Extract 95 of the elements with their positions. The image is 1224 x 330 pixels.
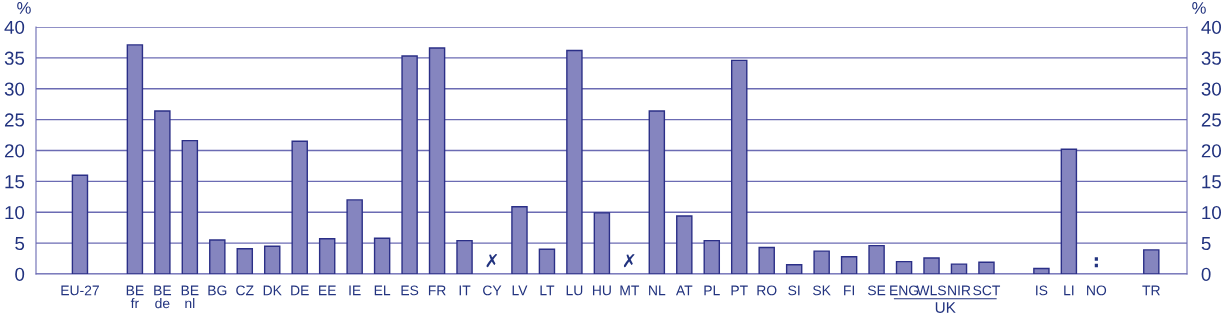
x-tick-label: SK (813, 285, 831, 296)
bar (291, 140, 308, 274)
y2-tick-label: 30 (1201, 82, 1222, 96)
x-tick-label: NL (649, 285, 666, 296)
bar (126, 44, 144, 274)
bar (538, 248, 556, 274)
x-tick-label: IS (1036, 285, 1048, 296)
x-tick-label: LT (540, 285, 555, 296)
bar (648, 110, 666, 274)
x-tick-label: WLS (916, 285, 946, 296)
x-tick-label: SI (788, 285, 800, 296)
x-tick-label: BE de (154, 285, 172, 309)
x-tick-label: CZ (236, 285, 254, 296)
x-tick-label: TR (1142, 285, 1160, 296)
x-tick-label: IE (349, 285, 361, 296)
y2-tick-label: 35 (1201, 51, 1221, 65)
text: UK (935, 302, 956, 314)
bar (318, 238, 336, 274)
x-tick-label: ES (401, 285, 419, 296)
bar (181, 139, 199, 274)
bar (511, 205, 528, 274)
bar (813, 250, 830, 274)
bar (401, 55, 418, 274)
x-tick-label: PT (731, 285, 748, 296)
x-tick-label: HU (592, 285, 611, 296)
y2-tick-label: 5 (1201, 237, 1211, 251)
x-tick-label: EL (374, 285, 391, 296)
bar (1060, 148, 1078, 274)
bar (428, 47, 446, 274)
x-tick-label: NIR (948, 285, 971, 296)
y-tick-label: 35 (4, 51, 25, 65)
x-tick-label: BE fr (126, 285, 144, 309)
bar (456, 239, 473, 274)
bar (1033, 267, 1050, 274)
y-tick-label: 15 (5, 175, 25, 189)
y-tick-label: 10 (5, 205, 25, 220)
x-tick-label: PL (704, 285, 720, 296)
bar (154, 110, 171, 274)
y2-tick-label: 0 (1201, 267, 1211, 281)
x-tick-label: IT (459, 285, 471, 296)
bar (895, 260, 913, 274)
text: ✗ (486, 253, 498, 268)
x-tick-label: SE (867, 285, 886, 296)
bar (703, 239, 721, 274)
x-tick-label: LV (512, 285, 528, 296)
y-tick-label: 40 (4, 20, 25, 34)
bar (978, 261, 995, 274)
bar (373, 237, 391, 274)
x-tick-label: FR (428, 285, 446, 296)
x-tick-label: ENG (890, 285, 919, 296)
y-tick-label: 20 (4, 144, 25, 158)
y2-tick-label: 20 (1201, 144, 1222, 158)
x-tick-label: DE (291, 285, 309, 296)
x-tick-label: BE nl (181, 285, 199, 309)
y-tick-label: 0 (15, 267, 25, 281)
y-tick-label: 30 (4, 82, 25, 96)
bar (346, 199, 363, 274)
bar (730, 59, 748, 274)
bar (868, 244, 885, 274)
bar (593, 212, 611, 274)
x-tick-label: EU-27 (61, 285, 99, 296)
y-tick-label: 5 (15, 237, 25, 251)
bar (758, 246, 775, 274)
bar (923, 257, 940, 274)
bar (676, 215, 693, 274)
text: ✗ (623, 253, 635, 268)
bar (785, 264, 803, 274)
x-tick-label: LI (1064, 285, 1074, 296)
x-tick-label: AT (675, 285, 693, 296)
x-tick-label: DK (263, 285, 282, 296)
x-tick-label: EE (319, 285, 336, 296)
y2-tick-label: 25 (1201, 113, 1221, 127)
bar (71, 174, 89, 274)
bar (950, 263, 968, 274)
y2-tick-label: 10 (1202, 205, 1222, 220)
x-tick-label: CY (483, 285, 502, 296)
x-tick-label: NO (1087, 285, 1107, 296)
x-tick-label: SCT (973, 285, 1001, 296)
y2-tick-label: 15 (1202, 175, 1221, 189)
x-tick-label: BG (208, 285, 227, 296)
x-tick-label: FI (844, 285, 855, 296)
y2-axis-title: % (1192, 2, 1206, 14)
bar (263, 245, 281, 274)
x-tick-label: RO (757, 285, 777, 296)
y2-tick-label: 40 (1201, 20, 1222, 34)
x-tick-label: MT (620, 285, 640, 296)
bar (236, 247, 254, 274)
bar (566, 49, 583, 274)
bar (1143, 249, 1160, 274)
y-tick-label: 25 (4, 113, 25, 127)
y-axis-title: % (17, 2, 31, 14)
x-tick-label: LU (566, 285, 583, 296)
text: : (1094, 257, 1098, 268)
bar (209, 239, 226, 274)
bar (840, 256, 858, 274)
